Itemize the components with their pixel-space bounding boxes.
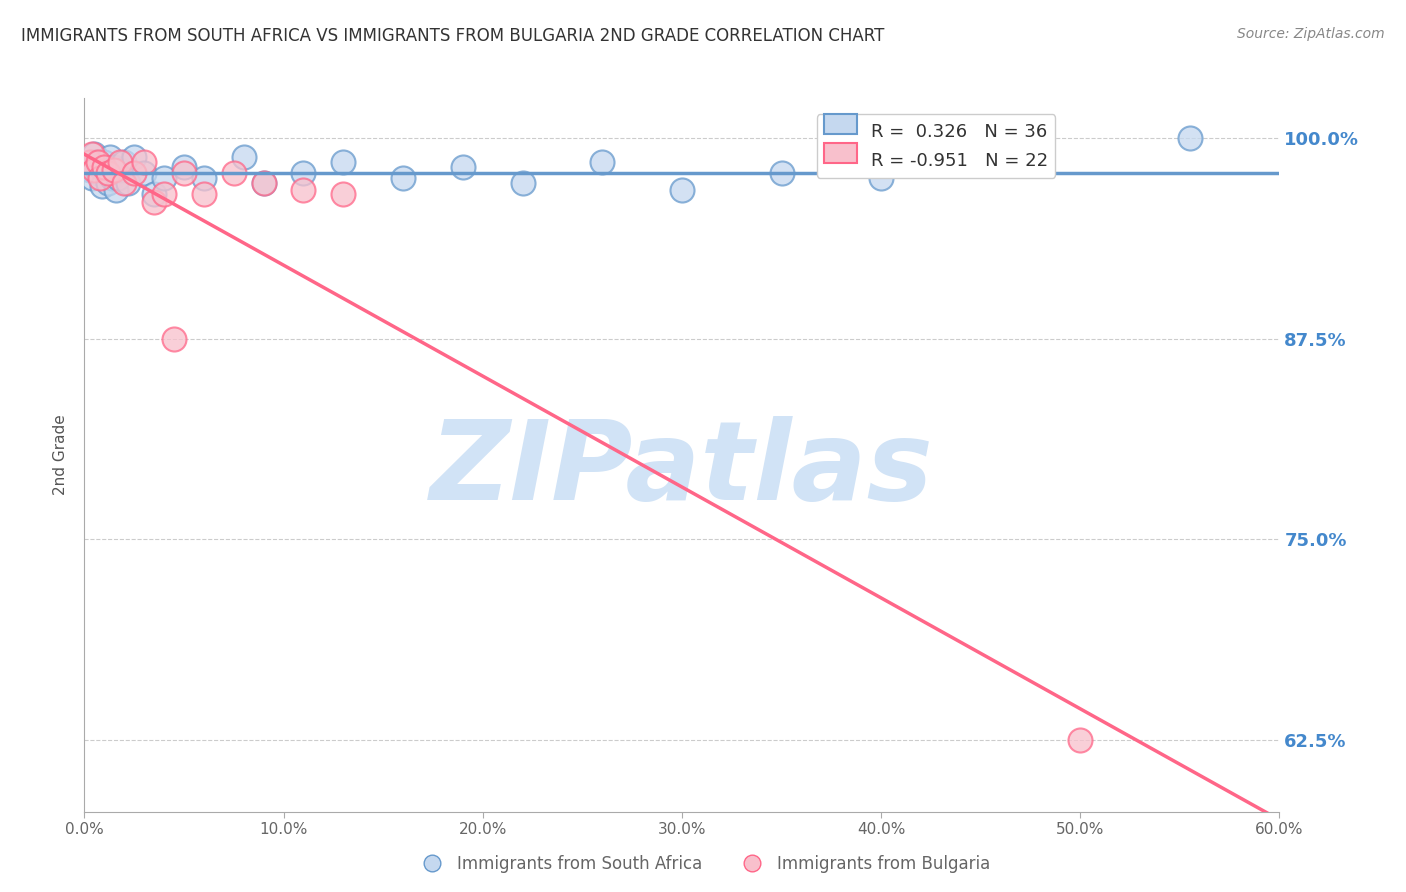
Point [101,171,124,186]
Point [870,171,893,186]
Legend: R =  0.326   N = 36, R = -0.951   N = 22: R = 0.326 N = 36, R = -0.951 N = 22 [817,114,1056,178]
Text: IMMIGRANTS FROM SOUTH AFRICA VS IMMIGRANTS FROM BULGARIA 2ND GRADE CORRELATION C: IMMIGRANTS FROM SOUTH AFRICA VS IMMIGRAN… [21,27,884,45]
Point [103,160,125,174]
Point [253,176,276,190]
Point [96,166,118,180]
Point [770,166,793,180]
Point [451,160,474,174]
Point [93,155,115,169]
Point [332,187,354,202]
Point [332,155,354,169]
Point [193,171,215,186]
Point [143,187,166,202]
Point [112,176,135,190]
Point [105,182,128,196]
Point [110,155,132,169]
Point [103,163,125,178]
Point [112,155,135,169]
Point [671,182,693,196]
Point [97,166,120,180]
Point [82,171,104,186]
Point [392,171,415,186]
Point [232,151,254,165]
Point [110,163,132,178]
Point [83,163,105,178]
Point [173,166,195,180]
Point [222,166,245,180]
Point [163,332,186,346]
Y-axis label: 2nd Grade: 2nd Grade [53,415,69,495]
Point [93,160,115,174]
Point [143,195,166,210]
Point [86,155,108,169]
Point [98,151,121,165]
Point [87,166,110,180]
Point [292,182,315,196]
Point [117,176,139,190]
Text: ZIPatlas: ZIPatlas [430,416,934,523]
Point [132,166,156,180]
Point [292,166,315,180]
Text: Source: ZipAtlas.com: Source: ZipAtlas.com [1237,27,1385,41]
Point [122,151,145,165]
Point [91,179,114,194]
Point [79,163,101,178]
Point [89,160,111,174]
Point [512,176,534,190]
Point [97,176,120,190]
Point [253,176,276,190]
Point [1178,131,1201,145]
Point [173,160,195,174]
Point [82,147,104,161]
Point [193,187,215,202]
Point [89,171,111,186]
Point [87,155,110,169]
Point [1069,732,1091,747]
Point [153,187,176,202]
Point [132,155,156,169]
Legend: Immigrants from South Africa, Immigrants from Bulgaria: Immigrants from South Africa, Immigrants… [409,848,997,880]
Point [79,155,101,169]
Point [153,171,176,186]
Point [591,155,613,169]
Point [107,171,129,186]
Point [122,166,145,180]
Point [83,147,105,161]
